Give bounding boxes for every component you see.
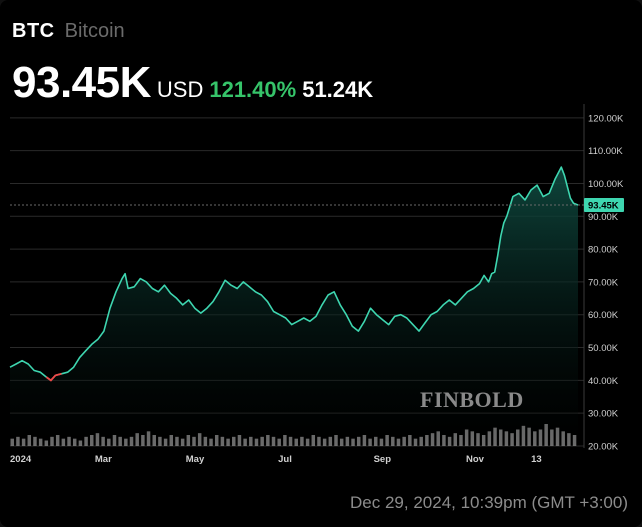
change-value: 51.24K	[302, 77, 374, 102]
change-percent: 121.40%	[209, 77, 297, 102]
price-area	[10, 167, 578, 446]
x-tick-label: Sep	[374, 454, 392, 465]
y-tick-label: 80.00K	[588, 245, 619, 256]
last-price-tag	[584, 197, 624, 212]
price-chart: 120.00K 110.00K 100.00K 90.00K 80.00K 70.00K 6…	[9, 104, 624, 465]
currency-label: USD	[156, 77, 204, 102]
finbold-watermark: FINBOLD	[420, 387, 524, 412]
y-tick-label: 20.00K	[588, 442, 619, 453]
x-tick-label: Mar	[95, 454, 112, 465]
y-tick-label: 40.00K	[588, 376, 619, 387]
last-price-label: 93.45K	[588, 200, 619, 211]
y-tick-label: 50.00K	[588, 343, 619, 354]
price-row: 93.45K USD 121.40% 51.24K	[12, 58, 373, 108]
x-tick-label: Jul	[278, 454, 292, 465]
y-tick-label: 100.00K	[588, 179, 624, 190]
x-tick-label: 2024	[10, 454, 32, 465]
x-tick-label: Nov	[466, 454, 485, 465]
timestamp: Dec 29, 2024, 10:39pm (GMT +3:00)	[350, 493, 628, 512]
x-tick-label: May	[186, 454, 205, 465]
y-tick-label: 60.00K	[588, 310, 619, 321]
asset-ticker: BTC	[12, 20, 55, 42]
price-line-down-segment	[45, 372, 62, 382]
asset-title-row: BTC Bitcoin	[12, 20, 125, 46]
y-tick-label: 110.00K	[588, 146, 623, 157]
asset-name: Bitcoin	[64, 20, 125, 42]
x-tick-label: 13	[531, 454, 542, 465]
y-tick-label: 120.00K	[588, 113, 624, 124]
price-line	[9, 166, 579, 382]
y-tick-label: 70.00K	[588, 277, 619, 288]
y-tick-label: 90.00K	[588, 212, 619, 223]
current-price: 93.45K	[12, 58, 151, 107]
y-tick-label: 30.00K	[588, 409, 619, 420]
